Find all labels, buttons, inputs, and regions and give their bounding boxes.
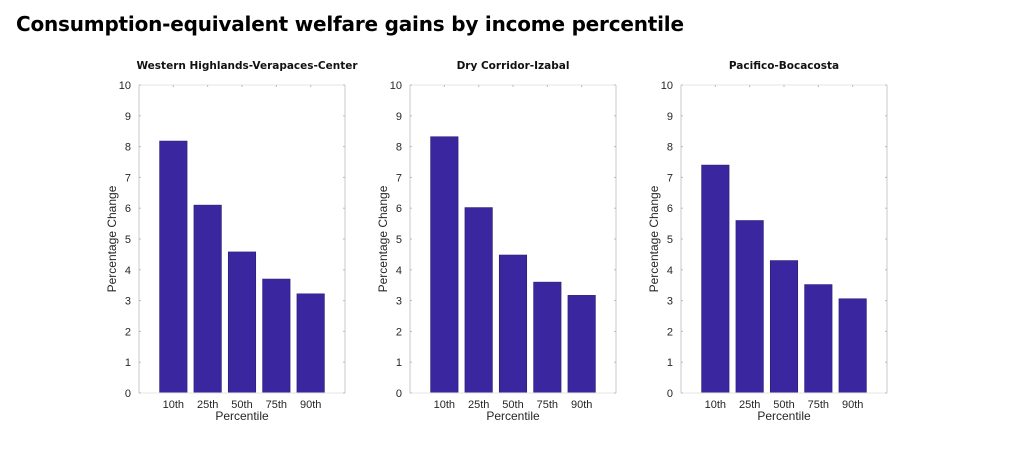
- x-axis-label: Percentile: [486, 409, 540, 423]
- bar-10th: [159, 140, 188, 394]
- y-tick-label: 7: [396, 172, 402, 184]
- y-tick-label: 10: [661, 80, 673, 92]
- y-tick-label: 5: [667, 234, 673, 246]
- y-tick-label: 3: [396, 296, 402, 308]
- y-tick-label: 3: [125, 296, 131, 308]
- bar-75th: [262, 278, 291, 394]
- x-tick-label: 25th: [739, 399, 760, 411]
- y-tick-label: 2: [667, 326, 673, 338]
- y-tick-label: 0: [125, 388, 131, 400]
- bar-25th: [464, 207, 493, 394]
- x-tick-label: 75th: [537, 399, 558, 411]
- bar-25th: [735, 220, 764, 394]
- bar-90th: [296, 293, 325, 394]
- y-tick-label: 7: [667, 172, 673, 184]
- chart-panel-3: 0 1 2 3 4 5 6 7 8 9 10 10th 25th 50th 75th 90th Pacifico…: [647, 60, 888, 423]
- x-tick-label: 50th: [502, 399, 523, 411]
- x-tick-label: 10th: [705, 399, 726, 411]
- x-tick-label: 90th: [571, 399, 592, 411]
- y-tick-label: 10: [390, 80, 402, 92]
- y-tick-label: 9: [667, 111, 673, 123]
- x-tick-label: 50th: [231, 399, 252, 411]
- bar-90th: [567, 295, 596, 394]
- y-tick-label: 6: [125, 203, 131, 215]
- x-tick-label: 10th: [434, 399, 455, 411]
- y-tick-label: 1: [396, 357, 402, 369]
- y-axis-label: Percentage Change: [647, 185, 661, 292]
- y-tick-label: 9: [396, 111, 402, 123]
- x-tick-label: 90th: [842, 399, 863, 411]
- y-tick-label: 4: [667, 265, 673, 277]
- y-tick-label: 8: [125, 142, 131, 154]
- y-tick-label: 7: [125, 172, 131, 184]
- bar-75th: [804, 284, 833, 394]
- y-tick-label: 2: [125, 326, 131, 338]
- panel-title: Pacifico-Bocacosta: [729, 60, 839, 72]
- x-tick-label: 10th: [163, 399, 184, 411]
- x-tick-label: 75th: [808, 399, 829, 411]
- x-tick-label: 25th: [468, 399, 489, 411]
- panel-title: Dry Corridor-Izabal: [457, 60, 570, 72]
- bar-75th: [533, 281, 562, 394]
- bar-50th: [769, 260, 799, 394]
- y-tick-label: 4: [125, 265, 131, 277]
- chart-panel-2: 0 1 2 3 4 5 6 7 8 9 10 10th 25th 50th 75th 90th Dry Corr…: [376, 60, 617, 423]
- x-tick-label: 90th: [300, 399, 321, 411]
- y-axis-label: Percentage Change: [376, 185, 390, 292]
- y-tick-label: 2: [396, 326, 402, 338]
- y-tick-label: 8: [667, 142, 673, 154]
- bar-50th: [227, 251, 257, 394]
- y-tick-label: 0: [667, 388, 673, 400]
- y-tick-label: 10: [119, 80, 131, 92]
- chart-panel-1: 0 1 2 3 4 5 6 7 8 9 10 10th 25th 50th 75th 90th Western …: [105, 60, 358, 423]
- y-tick-label: 1: [125, 357, 131, 369]
- bar-25th: [193, 204, 222, 394]
- bar-10th: [701, 164, 730, 394]
- figure-title: Consumption-equivalent welfare gains by …: [16, 12, 684, 36]
- bar-90th: [838, 298, 867, 394]
- y-tick-label: 9: [125, 111, 131, 123]
- y-axis-label: Percentage Change: [105, 185, 119, 292]
- y-tick-label: 6: [667, 203, 673, 215]
- panel-title: Western Highlands-Verapaces-Center: [136, 60, 358, 72]
- y-tick-label: 5: [396, 234, 402, 246]
- x-tick-label: 50th: [773, 399, 794, 411]
- x-tick-label: 25th: [197, 399, 218, 411]
- y-tick-label: 3: [667, 296, 673, 308]
- x-axis-label: Percentile: [757, 409, 811, 423]
- x-tick-label: 75th: [266, 399, 287, 411]
- y-tick-label: 5: [125, 234, 131, 246]
- y-tick-label: 8: [396, 142, 402, 154]
- bar-10th: [430, 136, 459, 394]
- x-axis-label: Percentile: [215, 409, 269, 423]
- y-tick-label: 1: [667, 357, 673, 369]
- y-tick-label: 0: [396, 388, 402, 400]
- y-tick-label: 6: [396, 203, 402, 215]
- bar-50th: [498, 254, 528, 394]
- y-tick-label: 4: [396, 265, 402, 277]
